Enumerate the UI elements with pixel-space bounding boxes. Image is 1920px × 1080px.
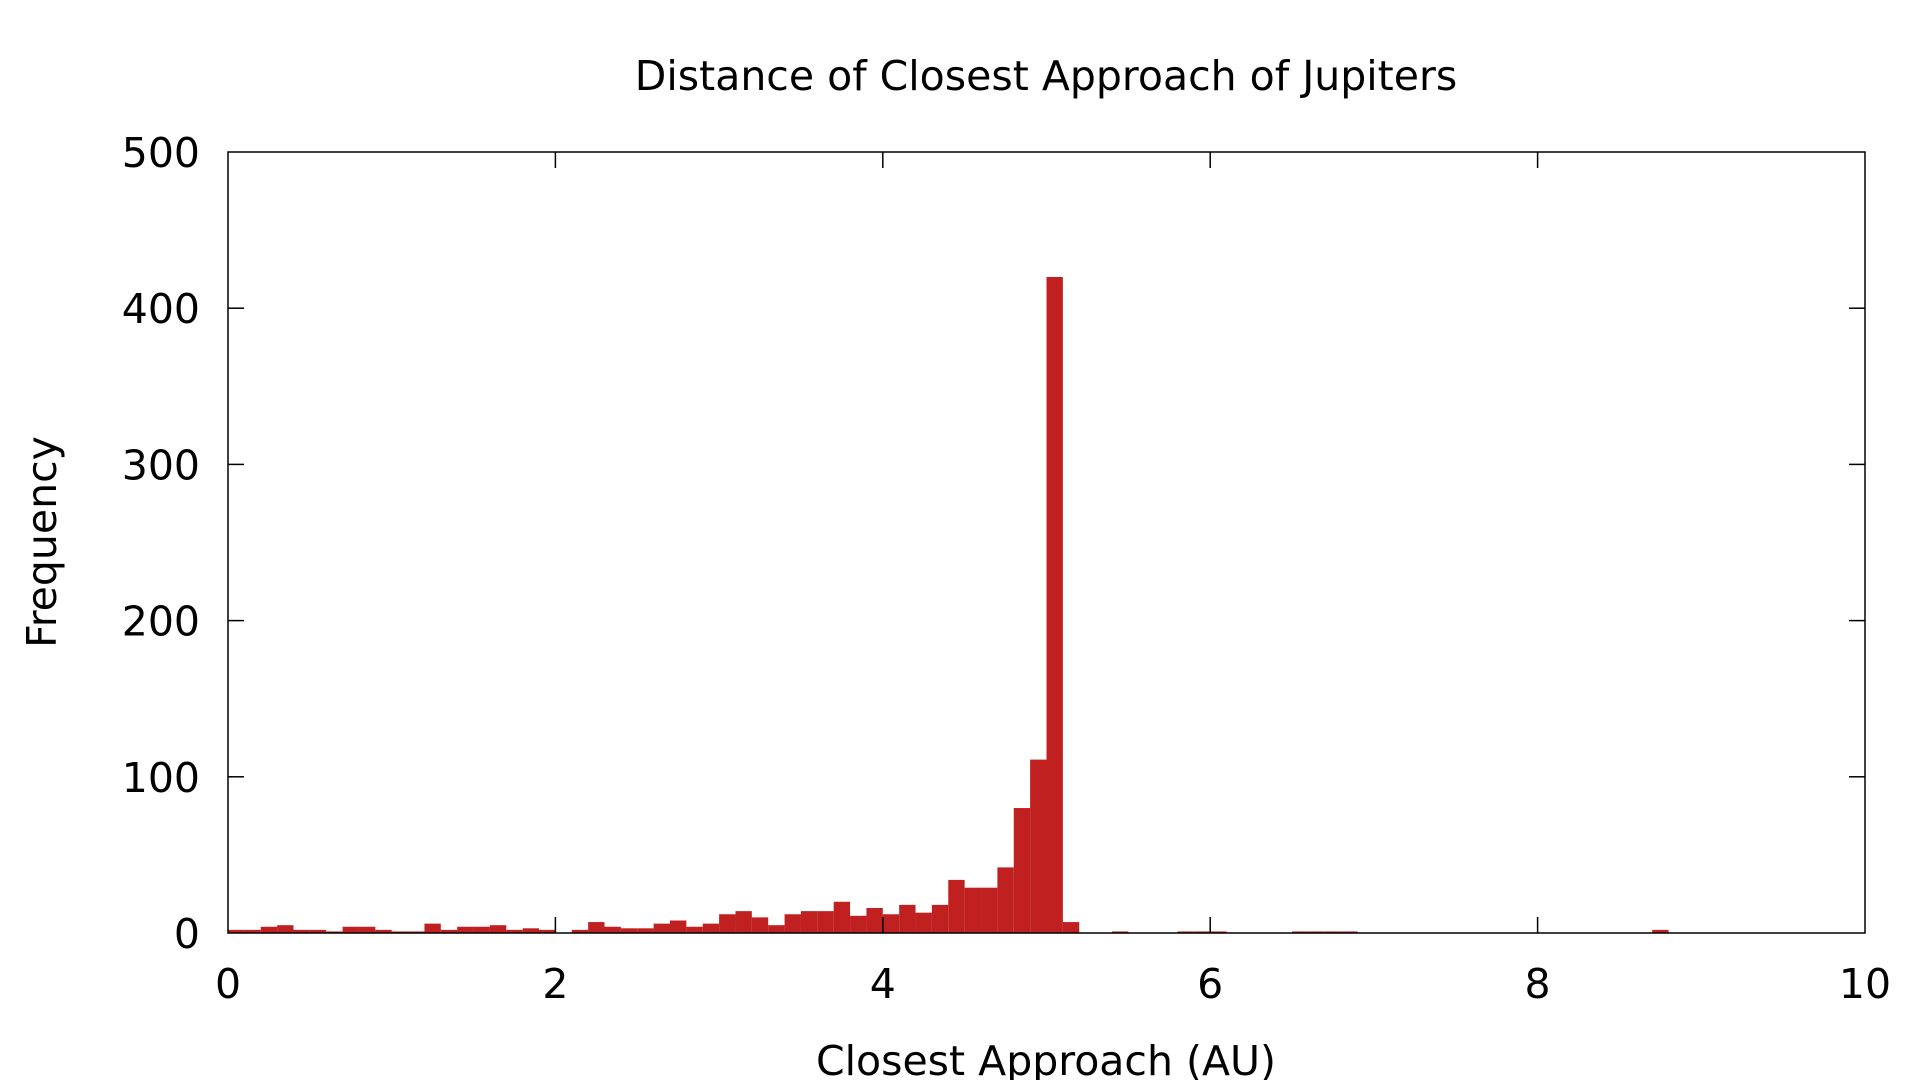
histogram-bar <box>473 926 490 933</box>
histogram-bar <box>1062 922 1080 933</box>
histogram-bar <box>457 926 474 933</box>
x-tick-label: 6 <box>1197 960 1223 1008</box>
histogram-bar <box>1177 931 1194 933</box>
histogram-bar <box>882 914 900 933</box>
histogram-bar <box>964 887 982 933</box>
histogram-bar <box>309 929 327 933</box>
x-axis-label: Closest Approach (AU) <box>816 1037 1276 1080</box>
histogram-bar <box>997 867 1014 933</box>
x-tick-label: 8 <box>1525 960 1551 1008</box>
histogram-bar <box>866 908 883 933</box>
x-tick-label: 2 <box>542 960 568 1008</box>
histogram-bar <box>800 911 818 933</box>
histogram-bar <box>1013 808 1031 933</box>
histogram-bar <box>277 925 294 933</box>
histogram-bar <box>702 923 720 933</box>
histogram-bar <box>899 904 916 933</box>
histogram-bar <box>1193 931 1211 933</box>
histogram-bar <box>817 911 834 933</box>
histogram-bar <box>326 931 343 933</box>
histogram-bar <box>228 929 245 933</box>
histogram-bars <box>228 276 1669 934</box>
histogram-bar <box>588 922 605 933</box>
histogram-bar <box>850 915 867 933</box>
histogram-bar <box>686 926 703 933</box>
chart-title: Distance of Closest Approach of Jupiters <box>635 52 1457 100</box>
histogram-bar <box>1111 931 1129 933</box>
x-tick-label: 10 <box>1839 960 1891 1008</box>
histogram-bar <box>653 923 670 933</box>
histogram-bar <box>637 928 654 933</box>
histogram-bar <box>506 929 523 933</box>
x-tick-label: 4 <box>870 960 896 1008</box>
histogram-bar <box>1341 931 1358 933</box>
axis-ticks <box>228 152 1865 933</box>
histogram-bar <box>833 901 851 933</box>
histogram-bar <box>1652 929 1669 933</box>
histogram-bar <box>784 914 801 933</box>
histogram-bar <box>522 928 540 933</box>
histogram-bar <box>948 879 965 933</box>
histogram-bar <box>751 917 769 933</box>
histogram-bar <box>539 929 556 933</box>
histogram-bar <box>1324 931 1342 933</box>
y-tick-label: 500 <box>122 129 200 177</box>
y-tick-labels: 0 100 200 300 400 500 <box>122 129 200 958</box>
histogram-bar <box>981 887 998 933</box>
histogram-bar <box>768 925 785 933</box>
histogram-bar <box>604 926 621 933</box>
y-tick-label: 200 <box>122 598 200 646</box>
x-tick-labels: 0 2 4 6 8 10 <box>215 960 1891 1008</box>
histogram-bar <box>1292 931 1309 933</box>
y-axis-label: Frequency <box>18 436 66 648</box>
x-tick-label: 0 <box>215 960 241 1008</box>
histogram-bar <box>1308 931 1325 933</box>
histogram-bar <box>571 929 589 933</box>
histogram-bar <box>375 929 392 933</box>
y-tick-label: 400 <box>122 285 200 333</box>
histogram-bar <box>915 912 932 933</box>
histogram-bar <box>620 928 638 933</box>
y-tick-label: 300 <box>122 441 200 489</box>
histogram-bar <box>424 923 441 933</box>
histogram-bar <box>342 926 359 933</box>
histogram-bar <box>931 904 949 933</box>
y-tick-label: 0 <box>174 910 200 958</box>
histogram-bar <box>391 931 409 933</box>
histogram-bar <box>1046 276 1063 934</box>
histogram-bar <box>489 925 507 933</box>
histogram-bar <box>293 929 310 933</box>
plot-frame <box>227 151 1866 934</box>
histogram-bar <box>408 931 425 933</box>
histogram-bar <box>669 920 687 933</box>
histogram-bar <box>719 914 736 933</box>
histogram-bar <box>440 929 458 933</box>
histogram-bar <box>358 926 376 933</box>
histogram-bar <box>244 929 261 933</box>
histogram-bar <box>1210 931 1227 933</box>
histogram-bar <box>1030 759 1047 933</box>
y-tick-label: 100 <box>122 754 200 802</box>
histogram-bar <box>260 926 278 933</box>
histogram-bar <box>735 911 752 933</box>
